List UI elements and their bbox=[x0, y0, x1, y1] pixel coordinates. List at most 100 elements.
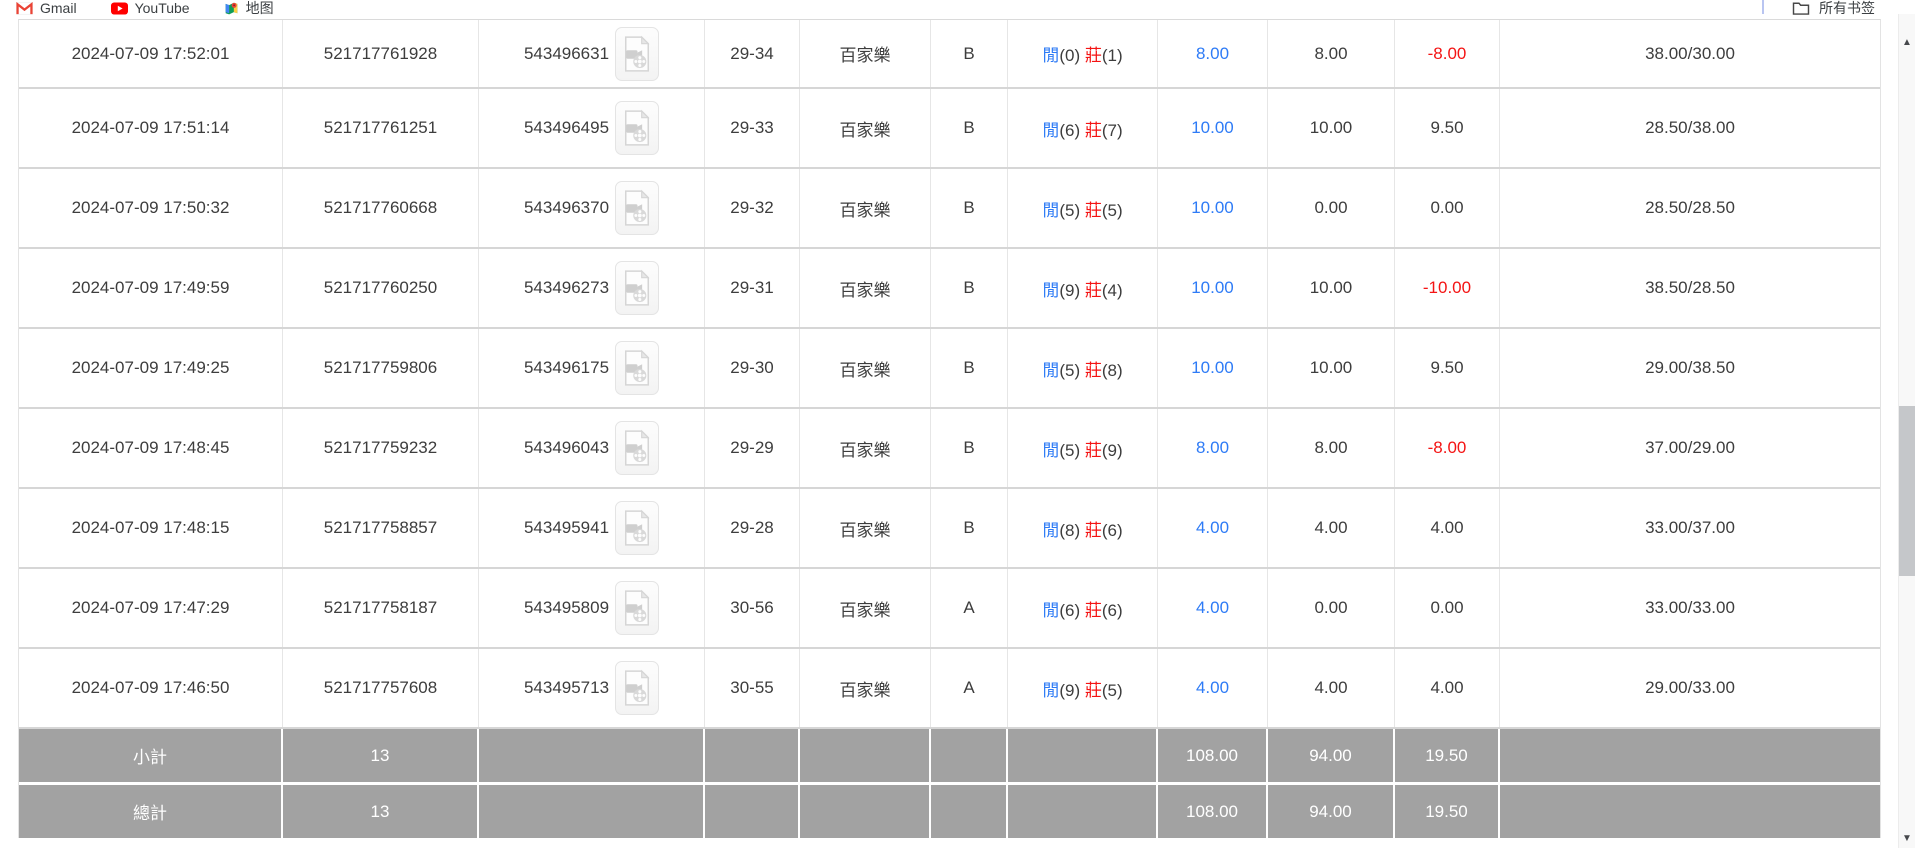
banker-score: (8) bbox=[1101, 360, 1123, 380]
bet-amount-link[interactable]: 10.00 bbox=[1191, 198, 1234, 217]
table-row: 2024-07-09 17:48:45 521717759232 5434960… bbox=[19, 409, 1880, 489]
bookmarks-group: Gmail YouTube 地图 bbox=[0, 1, 274, 15]
round-id: 543496631 bbox=[523, 43, 610, 63]
table-row: 2024-07-09 17:50:32 521717760668 5434963… bbox=[19, 169, 1880, 249]
banker-label: 莊 bbox=[1084, 520, 1102, 540]
bookmark-maps[interactable]: 地图 bbox=[224, 1, 274, 15]
video-replay-button[interactable] bbox=[615, 421, 660, 475]
table-row: 2024-07-09 17:51:14 521717761251 5434964… bbox=[19, 89, 1880, 169]
gmail-icon bbox=[16, 2, 33, 15]
scroll-down-arrow-icon[interactable]: ▼ bbox=[1902, 833, 1912, 844]
round-number: 29-28 bbox=[705, 489, 800, 567]
bet-amount-link[interactable]: 10.00 bbox=[1191, 358, 1234, 377]
video-file-icon bbox=[625, 269, 650, 306]
bookmarks-bar: Gmail YouTube 地图 所有书签 bbox=[0, 0, 1915, 15]
round-id-cell: 543496043 bbox=[479, 409, 705, 487]
balance-before-after: 28.50/38.00 bbox=[1645, 118, 1735, 137]
bet-amount-link[interactable]: 8.00 bbox=[1195, 43, 1230, 63]
video-replay-button[interactable] bbox=[615, 341, 660, 395]
round-id: 543496273 bbox=[523, 278, 610, 297]
table-code: B bbox=[931, 169, 1008, 247]
bet-amount-link[interactable]: 10.00 bbox=[1191, 118, 1234, 137]
bet-id: 521717759806 bbox=[283, 329, 479, 407]
table-row: 2024-07-09 17:47:29 521717758187 5434958… bbox=[19, 569, 1880, 649]
banker-label: 莊 bbox=[1084, 46, 1102, 65]
total-label: 總計 bbox=[19, 785, 283, 838]
all-bookmarks-button[interactable]: 所有书签 bbox=[1792, 0, 1875, 15]
balance-before-after: 33.00/37.00 bbox=[1645, 518, 1735, 537]
video-replay-button[interactable] bbox=[615, 501, 660, 555]
valid-amount: 8.00 bbox=[1268, 20, 1395, 87]
video-replay-button[interactable] bbox=[615, 101, 660, 155]
player-score: (5) bbox=[1059, 360, 1081, 380]
game-name: 百家樂 bbox=[800, 169, 931, 247]
table-code: B bbox=[931, 89, 1008, 167]
video-file-icon bbox=[625, 189, 650, 226]
video-file-icon bbox=[625, 669, 650, 706]
table-code: B bbox=[931, 329, 1008, 407]
game-result: 閒(9) 莊(4) bbox=[1008, 249, 1158, 327]
video-replay-button[interactable] bbox=[615, 261, 660, 315]
game-result: 閒(5) 莊(5) bbox=[1008, 169, 1158, 247]
game-name: 百家樂 bbox=[800, 649, 931, 727]
bet-amount-link[interactable]: 4.00 bbox=[1195, 678, 1230, 697]
video-file-icon bbox=[625, 509, 650, 546]
bet-id: 521717759232 bbox=[283, 409, 479, 487]
bookmark-youtube[interactable]: YouTube bbox=[110, 1, 190, 15]
player-score: (5) bbox=[1059, 440, 1081, 460]
banker-score: (5) bbox=[1101, 680, 1123, 700]
table-code: A bbox=[931, 649, 1008, 727]
bet-id: 521717761251 bbox=[283, 89, 479, 167]
round-number: 30-56 bbox=[705, 569, 800, 647]
video-replay-button[interactable] bbox=[615, 26, 660, 81]
bookmark-gmail[interactable]: Gmail bbox=[16, 0, 77, 16]
bet-amount-link[interactable]: 4.00 bbox=[1195, 518, 1230, 537]
valid-amount: 4.00 bbox=[1268, 489, 1395, 567]
banker-label: 莊 bbox=[1084, 600, 1102, 620]
bet-amount-link[interactable]: 8.00 bbox=[1195, 438, 1230, 457]
banker-score: (4) bbox=[1101, 280, 1123, 300]
balance-before-after: 29.00/38.50 bbox=[1645, 358, 1735, 377]
video-replay-button[interactable] bbox=[615, 181, 660, 235]
round-id-cell: 543496631 bbox=[479, 20, 705, 87]
subtotal-bet: 108.00 bbox=[1158, 729, 1268, 782]
banker-label: 莊 bbox=[1084, 280, 1102, 300]
round-id-cell: 543495941 bbox=[479, 489, 705, 567]
player-score: (6) bbox=[1059, 120, 1081, 140]
scrollbar-thumb[interactable] bbox=[1899, 406, 1915, 576]
bookmark-label: Gmail bbox=[40, 0, 77, 16]
banker-label: 莊 bbox=[1084, 680, 1102, 700]
player-label: 閒 bbox=[1042, 46, 1060, 65]
video-file-icon bbox=[625, 349, 650, 386]
win-loss: -10.00 bbox=[1395, 249, 1500, 327]
win-loss: 4.00 bbox=[1395, 489, 1500, 567]
bet-time: 2024-07-09 17:48:15 bbox=[19, 489, 283, 567]
bet-amount-link[interactable]: 4.00 bbox=[1195, 598, 1230, 617]
video-replay-button[interactable] bbox=[615, 661, 660, 715]
vertical-scrollbar[interactable]: ▲ ▼ bbox=[1898, 14, 1915, 848]
game-result: 閒(9) 莊(5) bbox=[1008, 649, 1158, 727]
round-id-cell: 543495809 bbox=[479, 569, 705, 647]
valid-amount: 0.00 bbox=[1268, 569, 1395, 647]
balance-before-after: 29.00/33.00 bbox=[1645, 678, 1735, 697]
game-result: 閒(5) 莊(8) bbox=[1008, 329, 1158, 407]
folder-icon bbox=[1792, 2, 1810, 15]
bet-time: 2024-07-09 17:50:32 bbox=[19, 169, 283, 247]
subtotal-row: 小計 13 108.00 94.00 19.50 bbox=[19, 729, 1880, 782]
balance-before-after: 33.00/33.00 bbox=[1645, 598, 1735, 617]
round-number: 29-31 bbox=[705, 249, 800, 327]
player-score: (6) bbox=[1059, 600, 1081, 620]
video-replay-button[interactable] bbox=[615, 581, 660, 635]
game-result: 閒(6) 莊(6) bbox=[1008, 569, 1158, 647]
scroll-up-arrow-icon[interactable]: ▲ bbox=[1902, 37, 1912, 48]
game-name: 百家樂 bbox=[800, 489, 931, 567]
player-score: (9) bbox=[1059, 280, 1081, 300]
bet-amount-link[interactable]: 10.00 bbox=[1191, 278, 1234, 297]
banker-label: 莊 bbox=[1084, 200, 1102, 220]
subtotal-winloss: 19.50 bbox=[1395, 729, 1500, 782]
table-code: B bbox=[931, 20, 1008, 87]
total-count: 13 bbox=[283, 785, 479, 838]
video-file-icon bbox=[625, 109, 650, 146]
round-id: 543495941 bbox=[523, 518, 610, 537]
win-loss: 0.00 bbox=[1395, 169, 1500, 247]
